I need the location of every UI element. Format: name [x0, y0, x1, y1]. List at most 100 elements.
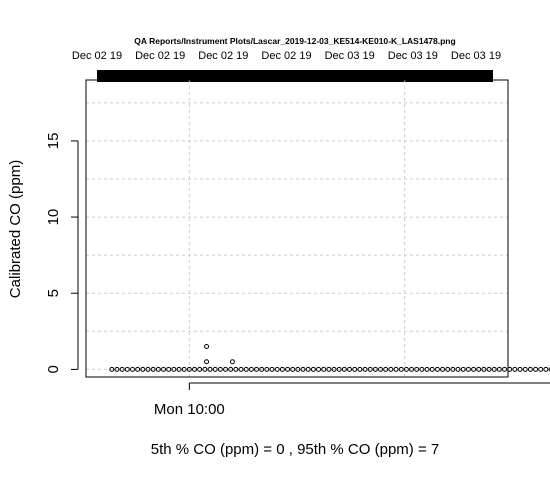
data-point [166, 366, 172, 372]
top-date-label: Dec 03 19 [325, 50, 375, 62]
data-point [310, 366, 316, 372]
data-points [109, 344, 550, 372]
x-tick-label: Mon 10:00 [154, 401, 225, 418]
data-point [429, 366, 435, 372]
data-point [119, 366, 125, 372]
data-point [476, 366, 482, 372]
data-point [259, 366, 265, 372]
chart-title: QA Reports/Instrument Plots/Lascar_2019-… [134, 36, 455, 46]
data-point [204, 359, 210, 365]
data-point [114, 366, 120, 372]
data-point [419, 366, 425, 372]
data-point [202, 366, 208, 372]
data-point [481, 366, 487, 372]
top-date-label: Dec 02 19 [135, 50, 185, 62]
data-point [140, 366, 146, 372]
data-point [300, 366, 306, 372]
y-tick-label: 10 [45, 209, 62, 226]
data-point [248, 366, 254, 372]
data-point [331, 366, 337, 372]
data-point [548, 367, 550, 372]
top-date-labels: Dec 02 19 Dec 02 19 Dec 02 19 Dec 02 19 Dec … [72, 50, 501, 62]
data-point [186, 366, 192, 372]
data-point [393, 366, 399, 372]
data-point [465, 366, 471, 372]
data-point [124, 366, 130, 372]
data-point [192, 366, 198, 372]
data-point [223, 366, 229, 372]
data-point [109, 366, 115, 372]
data-point [517, 366, 523, 372]
data-point [450, 366, 456, 372]
data-point [243, 366, 249, 372]
x-axis: Mon 10:00Mon 20:00Tue 06:00Tue 16:00 [154, 382, 550, 418]
stats-caption: 5th % CO (ppm) = 0 , 95th % CO (ppm) = 7 [151, 441, 439, 458]
grid [86, 80, 508, 377]
data-point [233, 366, 239, 372]
data-point [171, 366, 177, 372]
data-point [486, 366, 492, 372]
data-point [269, 366, 275, 372]
data-point [434, 366, 440, 372]
data-point [145, 366, 151, 372]
data-point [362, 366, 368, 372]
data-point [538, 366, 544, 372]
data-point [352, 366, 358, 372]
data-point [471, 366, 477, 372]
data-point [321, 366, 327, 372]
data-point [372, 366, 378, 372]
data-point [176, 366, 182, 372]
data-point [367, 366, 373, 372]
data-point [326, 366, 332, 372]
data-point [522, 366, 528, 372]
data-point [496, 366, 502, 372]
y-tick-label: 15 [45, 133, 62, 150]
top-date-label: Dec 02 19 [198, 50, 248, 62]
data-point [264, 366, 270, 372]
data-point [533, 366, 539, 372]
plot-frame [85, 79, 509, 378]
data-point [440, 366, 446, 372]
data-point [378, 366, 384, 372]
data-point [403, 366, 409, 372]
top-date-label: Dec 03 19 [388, 50, 438, 62]
data-point [347, 366, 353, 372]
data-point [130, 366, 136, 372]
data-point [254, 366, 260, 372]
data-point [229, 359, 235, 365]
top-date-label: Dec 02 19 [72, 50, 122, 62]
data-point [445, 366, 451, 372]
data-point [161, 366, 167, 372]
data-point [207, 366, 213, 372]
data-point [316, 366, 322, 372]
data-point [502, 366, 508, 372]
data-point [290, 366, 296, 372]
data-point [455, 366, 461, 372]
data-point [285, 366, 291, 372]
data-point [424, 366, 430, 372]
data-point [398, 366, 404, 372]
top-date-label: Dec 03 19 [451, 50, 501, 62]
data-point [357, 366, 363, 372]
data-point [212, 366, 218, 372]
data-point [295, 366, 301, 372]
data-point [491, 366, 497, 372]
data-point [274, 366, 280, 372]
data-point [238, 366, 244, 372]
y-axis-label: Calibrated CO (ppm) [7, 160, 24, 298]
data-point [181, 366, 187, 372]
data-point [460, 366, 466, 372]
y-tick-label: 0 [45, 365, 62, 373]
top-axis-bar [97, 70, 493, 82]
data-point [155, 366, 161, 372]
data-point [512, 366, 518, 372]
data-point [543, 366, 549, 372]
data-point [279, 366, 285, 372]
data-point [197, 366, 203, 372]
data-point [409, 366, 415, 372]
data-point [336, 366, 342, 372]
data-point [388, 366, 394, 372]
data-point [414, 366, 420, 372]
data-point [150, 366, 156, 372]
